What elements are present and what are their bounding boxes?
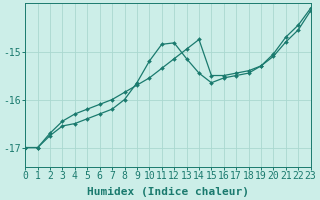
X-axis label: Humidex (Indice chaleur): Humidex (Indice chaleur) — [87, 186, 249, 197]
